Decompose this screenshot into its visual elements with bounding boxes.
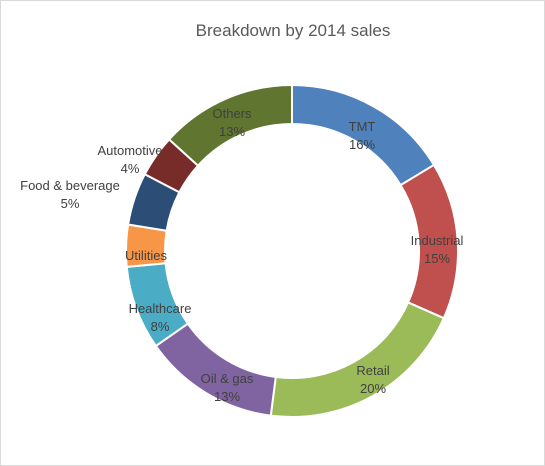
label-value-food-and-beverage: 5%: [61, 196, 80, 211]
label-name-food-and-beverage: Food & beverage: [20, 178, 120, 193]
data-labels: TMT 16% Industrial 15% Retail 20% Oil & gas 13%…: [20, 106, 463, 404]
label-oil-and-gas: Oil & gas 13%: [201, 371, 254, 404]
chart-title: Breakdown by 2014 sales: [196, 21, 391, 40]
label-utilities: Utilities: [125, 248, 167, 263]
label-name-industrial: Industrial: [411, 233, 464, 248]
label-tmt: TMT 16%: [349, 119, 376, 152]
label-automotive: Automotive 4%: [97, 143, 162, 176]
label-value-automotive: 4%: [121, 161, 140, 176]
slice-tmt: [291, 83, 436, 187]
label-food-and-beverage: Food & beverage 5%: [20, 178, 120, 211]
label-value-tmt: 16%: [349, 137, 375, 152]
slice-others: [167, 83, 293, 168]
label-others: Others 13%: [212, 106, 252, 139]
label-value-others: 13%: [219, 124, 245, 139]
label-healthcare: Healthcare 8%: [129, 301, 192, 334]
label-value-oil-and-gas: 13%: [214, 389, 240, 404]
label-name-utilities: Utilities: [125, 248, 167, 263]
label-name-retail: Retail: [356, 363, 389, 378]
label-name-oil-and-gas: Oil & gas: [201, 371, 254, 386]
label-name-automotive: Automotive: [97, 143, 162, 158]
label-name-others: Others: [212, 106, 252, 121]
label-value-industrial: 15%: [424, 251, 450, 266]
label-name-healthcare: Healthcare: [129, 301, 192, 316]
label-value-healthcare: 8%: [151, 319, 170, 334]
slice-retail: [269, 301, 446, 418]
label-industrial: Industrial 15%: [411, 233, 464, 266]
label-value-retail: 20%: [360, 381, 386, 396]
label-retail: Retail 20%: [356, 363, 389, 396]
slices: [125, 83, 459, 418]
label-name-tmt: TMT: [349, 119, 376, 134]
